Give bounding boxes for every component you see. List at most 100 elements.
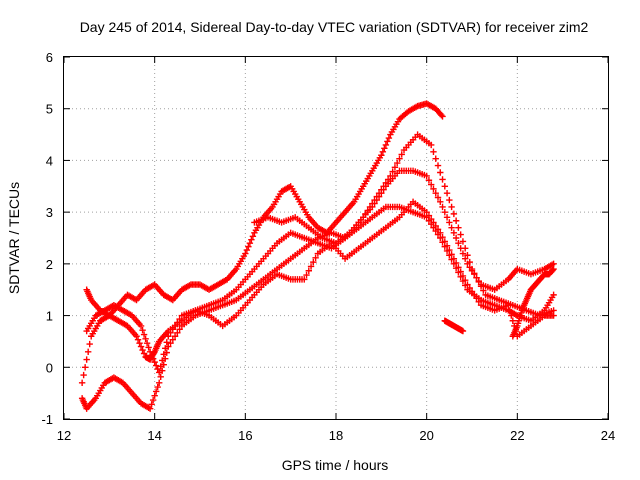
data-point bbox=[437, 198, 444, 205]
data-point bbox=[439, 176, 446, 183]
data-point bbox=[174, 329, 181, 337]
data-point bbox=[149, 355, 157, 362]
data-point bbox=[394, 159, 401, 167]
data-point bbox=[364, 207, 371, 214]
data-point bbox=[385, 134, 393, 142]
x-tick-label: 22 bbox=[510, 428, 524, 443]
data-point bbox=[396, 155, 403, 162]
data-point bbox=[156, 369, 163, 376]
data-point bbox=[174, 319, 181, 326]
data-point bbox=[305, 267, 312, 274]
series-track5 bbox=[251, 131, 557, 319]
data-point bbox=[477, 283, 485, 290]
data-point bbox=[508, 312, 515, 319]
data-point bbox=[432, 222, 439, 230]
data-point bbox=[550, 291, 557, 299]
data-point bbox=[371, 196, 378, 204]
data-point bbox=[425, 177, 433, 184]
data-point bbox=[446, 196, 453, 204]
data-point bbox=[450, 229, 458, 237]
data-point bbox=[423, 208, 430, 216]
data-point bbox=[455, 264, 462, 271]
data-point bbox=[443, 189, 451, 197]
data-point bbox=[434, 194, 442, 201]
data-point bbox=[134, 336, 142, 343]
data-point bbox=[152, 388, 160, 395]
data-point bbox=[459, 250, 467, 257]
data-point bbox=[157, 363, 164, 370]
x-tick-labels: 12 14 16 18 20 22 24 bbox=[57, 428, 615, 443]
chart-title: Day 245 of 2014, Sidereal Day-to-day VTE… bbox=[80, 19, 589, 35]
data-point bbox=[149, 396, 157, 404]
data-point bbox=[398, 151, 405, 158]
series-track1 bbox=[78, 100, 446, 386]
data-point bbox=[471, 270, 478, 277]
data-point bbox=[140, 331, 148, 338]
data-point bbox=[157, 373, 164, 380]
data-point bbox=[439, 233, 446, 241]
y-tick-label: 5 bbox=[46, 102, 53, 117]
data-point bbox=[475, 298, 482, 305]
data-point bbox=[438, 111, 445, 119]
data-point bbox=[148, 401, 155, 408]
data-point bbox=[441, 238, 448, 245]
data-point bbox=[243, 246, 251, 254]
data-point bbox=[439, 113, 446, 120]
data-point bbox=[549, 266, 557, 274]
data-point bbox=[360, 214, 367, 221]
data-point bbox=[466, 284, 473, 292]
data-point bbox=[163, 339, 170, 346]
data-point bbox=[137, 343, 145, 350]
data-point bbox=[169, 336, 176, 343]
data-point bbox=[154, 383, 161, 391]
data-point bbox=[373, 193, 380, 200]
data-point bbox=[391, 164, 399, 171]
data-point bbox=[468, 265, 476, 273]
data-point bbox=[375, 189, 383, 197]
y-tick-label: 1 bbox=[46, 309, 53, 324]
data-point bbox=[448, 203, 455, 211]
data-point bbox=[462, 245, 469, 252]
data-point bbox=[369, 200, 376, 207]
data-point bbox=[301, 276, 308, 283]
data-point bbox=[169, 326, 176, 333]
data-point bbox=[389, 168, 396, 175]
data-point bbox=[457, 231, 464, 238]
x-tick-label: 20 bbox=[419, 428, 433, 443]
data-point bbox=[167, 329, 174, 337]
data-point bbox=[441, 183, 448, 190]
data-point bbox=[428, 181, 435, 188]
data-point bbox=[437, 229, 444, 237]
x-tick-label: 14 bbox=[147, 428, 161, 443]
data-point bbox=[139, 346, 146, 354]
plot-frame bbox=[63, 56, 609, 420]
data-point bbox=[382, 141, 390, 149]
data-point bbox=[159, 357, 166, 364]
y-tick-label: 4 bbox=[46, 153, 53, 168]
data-point bbox=[506, 307, 513, 314]
series-track4 bbox=[83, 198, 557, 376]
data-point bbox=[432, 155, 439, 162]
data-point bbox=[439, 203, 446, 211]
data-point bbox=[423, 172, 430, 180]
data-point bbox=[448, 224, 455, 231]
data-point bbox=[242, 250, 249, 257]
data-point bbox=[464, 281, 471, 288]
data-point bbox=[142, 335, 149, 343]
data-point bbox=[459, 272, 467, 280]
series-track6 bbox=[441, 317, 467, 335]
data-point bbox=[473, 274, 480, 281]
data-point bbox=[455, 224, 462, 231]
data-point bbox=[446, 219, 453, 226]
data-point bbox=[443, 214, 451, 221]
data-point bbox=[143, 339, 151, 347]
y-tick-label: 0 bbox=[46, 360, 53, 375]
data-point bbox=[428, 215, 435, 223]
data-point bbox=[312, 254, 319, 262]
data-point bbox=[86, 340, 93, 348]
data-point bbox=[165, 333, 172, 340]
data-points bbox=[78, 100, 557, 412]
x-tick-label: 18 bbox=[329, 428, 343, 443]
data-point bbox=[160, 351, 167, 358]
